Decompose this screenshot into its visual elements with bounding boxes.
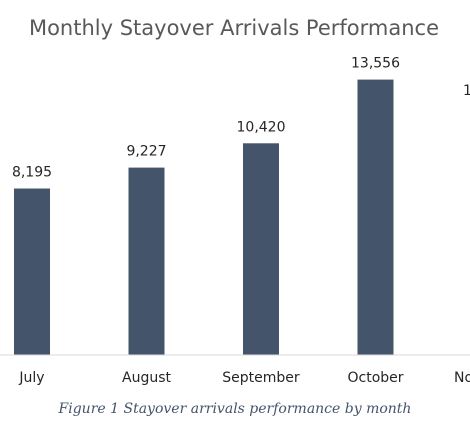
- data-label-august: 9,227: [126, 144, 166, 160]
- x-tick-label-july: July: [18, 370, 44, 386]
- x-tick-label-no: No: [454, 370, 470, 386]
- bar-september: [243, 143, 279, 355]
- x-tick-label-september: September: [222, 370, 300, 386]
- bars-group: [14, 79, 394, 355]
- chart-title: Monthly Stayover Arrivals Performance: [29, 16, 439, 40]
- x-tick-label-august: August: [122, 370, 172, 386]
- data-label-october: 13,556: [351, 56, 400, 72]
- bar-july: [14, 188, 50, 355]
- x-tick-label-october: October: [347, 370, 403, 386]
- data-label-september: 10,420: [237, 119, 286, 135]
- data-labels-group: 8,195 9,227 10,420 13,556 1: [12, 56, 470, 181]
- data-label-july: 8,195: [12, 165, 52, 181]
- figure-caption: Figure 1 Stayover arrivals performance b…: [58, 401, 412, 417]
- data-label-no: 1: [463, 83, 470, 99]
- bar-october: [357, 79, 394, 355]
- x-tick-labels-group: July August September October No: [18, 370, 470, 386]
- bar-august: [128, 167, 165, 355]
